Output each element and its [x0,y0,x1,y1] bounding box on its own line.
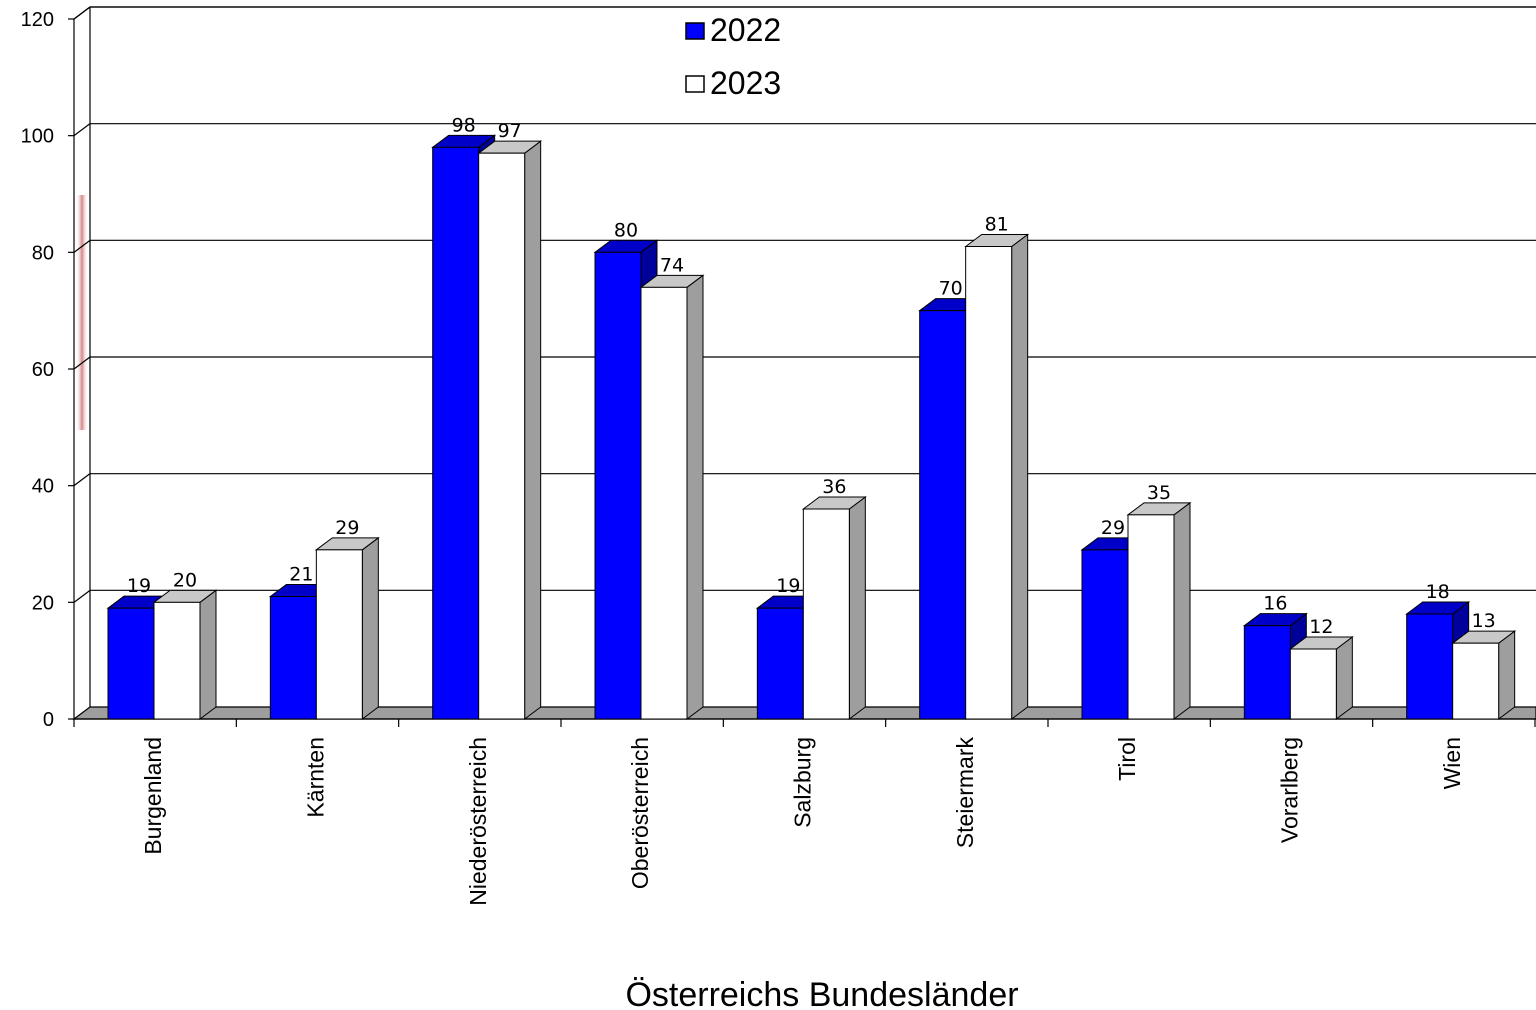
bar-front [1406,613,1454,720]
bar-front [1289,648,1337,720]
legend-label-2022: 2022 [710,12,781,48]
x-tick-label-oberosterreich: Oberösterreich [627,737,653,889]
y-tick-label-120: 120 [21,9,54,31]
bar-front [1452,642,1500,720]
bar-side [1173,501,1191,720]
legend-swatch-2022 [685,22,705,40]
data-label-2022-burgenland: 19 [127,575,151,597]
bar-side [199,589,217,720]
y-tick-label-60: 60 [32,359,54,381]
data-label-2022-niederosterreich: 98 [452,114,476,136]
left-wall-mark [76,195,88,430]
bar-2023-vorarlberg [1288,636,1354,720]
data-label-2023-oberosterreich: 74 [660,254,684,276]
bar-side [361,536,379,720]
data-label-2022-karnten: 21 [289,564,313,586]
bar-front [640,286,688,720]
gridline-diag-80 [73,239,91,253]
x-tick-label-vorarlberg: Vorarlberg [1277,737,1303,843]
data-label-2022-tirol: 29 [1101,517,1125,539]
y-axis: 0 20 40 60 80 100 120 [21,9,75,731]
y-tick-label-40: 40 [32,476,54,498]
bar-front [432,146,480,720]
data-label-2022-salzburg: 19 [776,575,800,597]
bar-front [919,310,967,720]
data-label-2022-vorarlberg: 16 [1263,593,1287,615]
y-tick-label-20: 20 [32,592,54,614]
bar-front [153,601,201,720]
bar-side [524,140,542,720]
data-label-2023-vorarlberg: 12 [1309,616,1333,638]
bar-2023-niederosterreich [477,140,543,720]
bar-side [1335,636,1353,720]
gridline-diag-100 [73,123,91,137]
y-tick-label-80: 80 [32,242,54,264]
y-tick-label-100: 100 [21,126,54,148]
y-tick-label-0: 0 [43,709,54,731]
bar-front [756,607,804,720]
data-label-2023-salzburg: 36 [822,476,846,498]
bar-front [1081,549,1129,720]
bar-front [107,607,155,720]
gridline-diag-60 [73,356,91,370]
bar-2023-salzburg [801,496,867,720]
bar-front [1243,625,1291,720]
bar-2023-tirol [1126,501,1192,720]
x-axis: Burgenland Kärnten Niederösterreich Oberöst… [73,718,1536,906]
data-label-2022-oberosterreich: 80 [614,219,638,241]
gridline-diag-120 [73,6,91,20]
bar-front [315,549,363,720]
data-label-2023-burgenland: 20 [173,569,197,591]
data-label-2023-karnten: 29 [335,517,359,539]
bar-side [848,496,866,720]
x-tick-label-tirol: Tirol [1114,737,1140,781]
legend-label-2023: 2023 [710,65,781,101]
bar-2023-burgenland [152,589,218,720]
bar-front [802,508,850,720]
gridline-diag-20 [73,589,91,603]
bar-front [478,152,526,720]
data-label-2022-wien: 18 [1426,581,1450,603]
x-tick-label-steiermark: Steiermark [952,737,978,849]
data-labels: 19 20 21 29 98 97 80 74 19 36 70 81 29 35 16 12 18 13 [127,114,1496,638]
x-tick-label-wien: Wien [1439,737,1465,789]
bar-2022-oberosterreich [593,239,659,720]
x-tick-label-niederosterreich: Niederösterreich [465,737,491,906]
x-tick-label-burgenland: Burgenland [140,737,166,855]
bar-side [1011,233,1029,721]
bar-2023-steiermark [964,233,1030,721]
bars [106,134,1517,721]
bar-2023-karnten [314,536,380,720]
data-label-2023-tirol: 35 [1147,482,1171,504]
bar-front [965,246,1013,720]
bar-front [269,596,317,720]
data-label-2022-steiermark: 70 [939,278,963,300]
data-label-2023-niederosterreich: 97 [498,120,522,142]
bar-front [1127,514,1175,720]
bar-2023-wien [1451,630,1517,720]
legend: 2022 2023 [685,12,781,101]
data-label-2023-steiermark: 81 [985,214,1009,236]
gridline-diag-40 [73,473,91,487]
data-label-2023-wien: 13 [1472,610,1496,632]
bar-2023-oberosterreich [639,274,705,720]
bar-side [1498,630,1516,720]
x-tick-label-karnten: Kärnten [303,737,329,818]
bar-side [686,274,704,720]
x-axis-title: Österreichs Bundesländer [625,976,1018,1010]
bar-front [594,251,642,720]
legend-swatch-2023 [685,75,705,93]
x-tick-label-salzburg: Salzburg [790,737,816,828]
